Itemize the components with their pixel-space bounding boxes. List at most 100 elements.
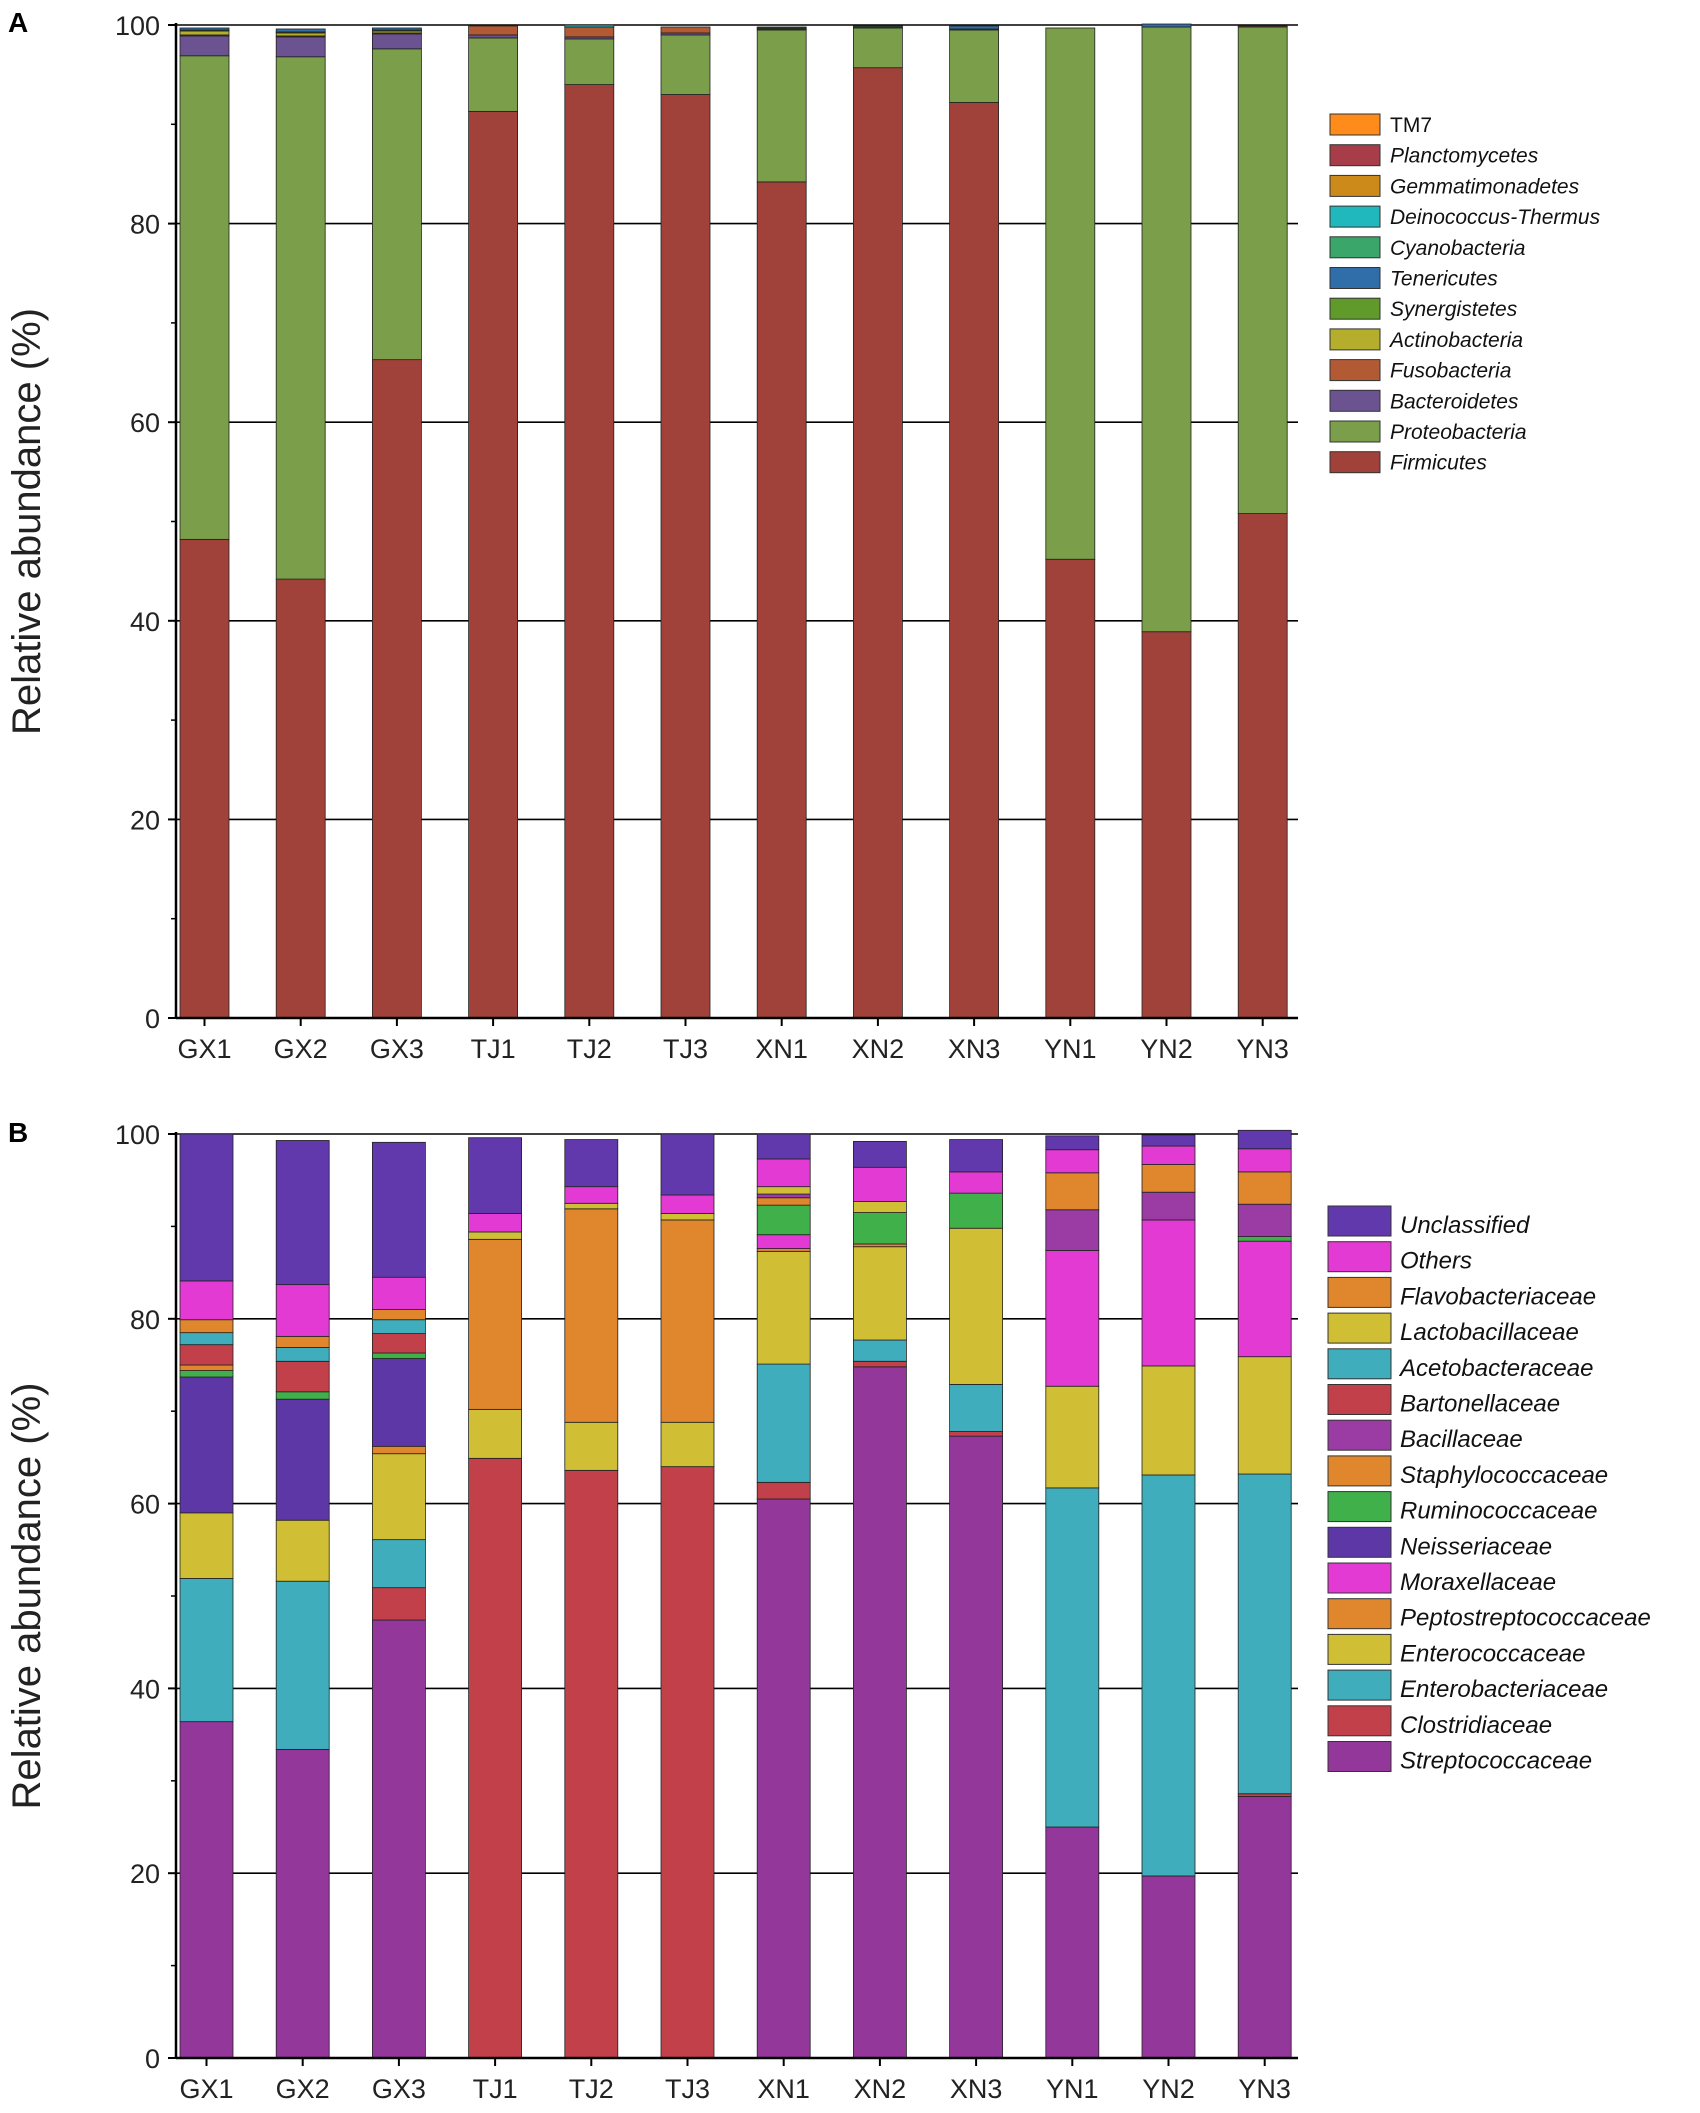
x-tick-label-tj3: TJ3 bbox=[663, 1034, 708, 1064]
bar-segment-yn2-others bbox=[1141, 1145, 1196, 1165]
legend-label-unclassified: Unclassified bbox=[1400, 1212, 1530, 1239]
legend-label-bacillaceae: Bacillaceae bbox=[1400, 1426, 1523, 1453]
legend-label-tenericutes: Tenericutes bbox=[1390, 268, 1498, 291]
legend-swatch-bacillaceae bbox=[1327, 1419, 1392, 1451]
x-tick-label-tj1: TJ1 bbox=[473, 2074, 518, 2104]
bar-segment-yn1-others bbox=[1045, 1149, 1100, 1174]
bar-segment-tj3-unclassified bbox=[660, 1133, 715, 1196]
bar-segment-gx2-enterobacteriaceae bbox=[275, 1580, 330, 1750]
legend-swatch-others bbox=[1327, 1241, 1392, 1273]
bar-segment-yn2-bacillaceae bbox=[1141, 1191, 1196, 1221]
y-tick-label: 60 bbox=[130, 1490, 160, 1520]
legend-swatch-lactobacillaceae bbox=[1327, 1312, 1392, 1344]
bar-segment-tj2-unclassified bbox=[564, 1139, 619, 1188]
bar-segment-tj3-clostridiaceae bbox=[660, 1466, 715, 2059]
bar-segment-yn3-proteobacteria bbox=[1237, 26, 1288, 514]
bar-segment-gx1-others bbox=[179, 1280, 234, 1321]
bar-segment-yn1-enterococcaceae bbox=[1045, 1385, 1100, 1489]
x-tick-label-gx1: GX1 bbox=[177, 1034, 231, 1064]
bar-segment-gx2-actinobacteria bbox=[275, 32, 326, 37]
legend-label-bartonellaceae: Bartonellaceae bbox=[1400, 1391, 1560, 1418]
legend-swatch-staphylococcaceae bbox=[1327, 1455, 1392, 1487]
x-tick-label-xn2: XN2 bbox=[854, 2074, 907, 2104]
bar-segment-gx1-firmicutes bbox=[179, 538, 230, 1019]
bar-segment-gx1-staphylococcaceae bbox=[179, 1364, 234, 1371]
bar-segment-gx3-enterococcaceae bbox=[371, 1453, 426, 1541]
x-tick-label-xn1: XN1 bbox=[757, 2074, 810, 2104]
bar-segment-gx3-acetobacteraceae bbox=[371, 1319, 426, 1334]
legend-label-enterococcaceae: Enterococcaceae bbox=[1400, 1640, 1585, 1667]
bar-segment-tj2-others bbox=[564, 1186, 619, 1204]
x-tick-label-xn3: XN3 bbox=[950, 2074, 1003, 2104]
bar-segment-xn3-unclassified bbox=[949, 1139, 1003, 1173]
bar-segment-yn1-moraxellaceae bbox=[1045, 1250, 1100, 1387]
legend-label-tm7: TM7 bbox=[1390, 114, 1432, 137]
bar-segment-yn2-moraxellaceae bbox=[1141, 1219, 1196, 1367]
bar-segment-gx3-firmicutes bbox=[371, 359, 422, 1019]
legend-swatch-bacteroidetes bbox=[1329, 389, 1381, 412]
bar-segment-gx2-proteobacteria bbox=[275, 56, 326, 580]
legend-label-enterobacteriaceae: Enterobacteriaceae bbox=[1400, 1676, 1608, 1703]
legend-swatch-acetobacteraceae bbox=[1327, 1348, 1392, 1380]
x-tick-label-tj1: TJ1 bbox=[471, 1034, 516, 1064]
bar-segment-yn2-proteobacteria bbox=[1141, 26, 1192, 633]
legend-swatch-clostridiaceae bbox=[1327, 1705, 1392, 1737]
legend-label-bacteroidetes: Bacteroidetes bbox=[1390, 390, 1519, 413]
x-tick-label-tj2: TJ2 bbox=[567, 1034, 612, 1064]
bar-segment-gx2-unclassified bbox=[275, 1140, 330, 1286]
bar-segment-yn1-firmicutes bbox=[1045, 558, 1096, 1019]
bar-segment-yn3-streptococcaceae bbox=[1237, 1796, 1292, 2059]
bar-segment-xn2-lactobacillaceae bbox=[853, 1201, 907, 1213]
legend-swatch-peptostreptococcaceae bbox=[1327, 1598, 1392, 1630]
legend-label-lactobacillaceae: Lactobacillaceae bbox=[1400, 1319, 1579, 1346]
x-tick-label-tj2: TJ2 bbox=[569, 2074, 614, 2104]
legend-swatch-firmicutes bbox=[1329, 451, 1381, 474]
bar-segment-xn1-proteobacteria bbox=[756, 29, 807, 183]
bar-segment-yn1-proteobacteria bbox=[1045, 27, 1096, 560]
bar-segment-tj1-enterococcaceae bbox=[468, 1408, 523, 1459]
legend-label-actinobacteria: Actinobacteria bbox=[1388, 329, 1523, 352]
bar-segment-gx1-proteobacteria bbox=[179, 55, 230, 540]
legend-swatch-proteobacteria bbox=[1329, 420, 1381, 443]
bar-segment-tj2-enterococcaceae bbox=[564, 1421, 619, 1471]
bar-segment-xn2-others bbox=[853, 1166, 907, 1202]
legend-swatch-ruminococcaceae bbox=[1327, 1491, 1392, 1523]
bar-segment-gx1-streptococcaceae bbox=[179, 1721, 234, 2059]
y-tick-label: 0 bbox=[145, 2044, 160, 2074]
y-tick-label: 20 bbox=[130, 805, 160, 835]
bar-segment-tj1-peptostreptococcaceae bbox=[468, 1238, 523, 1410]
x-tick-label-gx2: GX2 bbox=[276, 2074, 330, 2104]
bar-segment-yn3-moraxellaceae bbox=[1237, 1240, 1292, 1358]
y-tick-label: 80 bbox=[130, 1305, 160, 1335]
bar-segment-gx3-peptostreptococcaceae bbox=[371, 1445, 426, 1455]
x-tick-label-gx2: GX2 bbox=[274, 1034, 328, 1064]
bar-segment-xn1-firmicutes bbox=[756, 181, 807, 1019]
y-tick-label: 60 bbox=[130, 408, 160, 438]
bar-segment-tj2-peptostreptococcaceae bbox=[564, 1208, 619, 1423]
bar-segment-gx3-streptococcaceae bbox=[371, 1619, 426, 2059]
x-tick-label-yn1: YN1 bbox=[1046, 2074, 1099, 2104]
bar-segment-yn1-unclassified bbox=[1045, 1135, 1100, 1151]
bar-segment-xn1-moraxellaceae bbox=[756, 1234, 811, 1249]
legend-swatch-neisseriaceae bbox=[1327, 1526, 1392, 1558]
legend-label-fusobacteria: Fusobacteria bbox=[1390, 360, 1511, 383]
bar-segment-gx3-unclassified bbox=[371, 1141, 426, 1278]
bar-segment-gx2-enterococcaceae bbox=[275, 1519, 330, 1582]
legend-label-clostridiaceae: Clostridiaceae bbox=[1400, 1712, 1552, 1739]
bar-segment-yn1-enterobacteriaceae bbox=[1045, 1487, 1100, 1828]
bar-segment-gx1-acetobacteraceae bbox=[179, 1332, 234, 1346]
bar-segment-xn3-tenericutes bbox=[949, 25, 999, 30]
bar-segment-yn1-flavobacteriaceae bbox=[1045, 1172, 1100, 1211]
bar-segment-gx2-flavobacteriaceae bbox=[275, 1335, 330, 1348]
bar-segment-yn3-clostridiaceae bbox=[1237, 1793, 1292, 1797]
legend: Unclassified Others Flavobacteriaceae Lacto… bbox=[1327, 1205, 1651, 1775]
bar-segment-xn2-cyanobacteria bbox=[853, 25, 903, 28]
panel-b: B 0 20 40 60 80 100 Relative abundance (%) GX1 GX… bbox=[5, 1117, 1651, 2104]
bar-segment-xn3-clostridiaceae bbox=[949, 1431, 1003, 1437]
y-axis-title: Relative abundance (%) bbox=[5, 1383, 49, 1810]
y-tick-label: 80 bbox=[130, 210, 160, 240]
bar-segment-xn2-streptococcaceae bbox=[853, 1366, 907, 2059]
bar-segment-xn3-others bbox=[949, 1171, 1003, 1194]
legend: TM7 Planctomycetes Gemmatimonadetes Deinoco… bbox=[1329, 113, 1601, 475]
bar-segment-xn2-proteobacteria bbox=[853, 27, 903, 69]
